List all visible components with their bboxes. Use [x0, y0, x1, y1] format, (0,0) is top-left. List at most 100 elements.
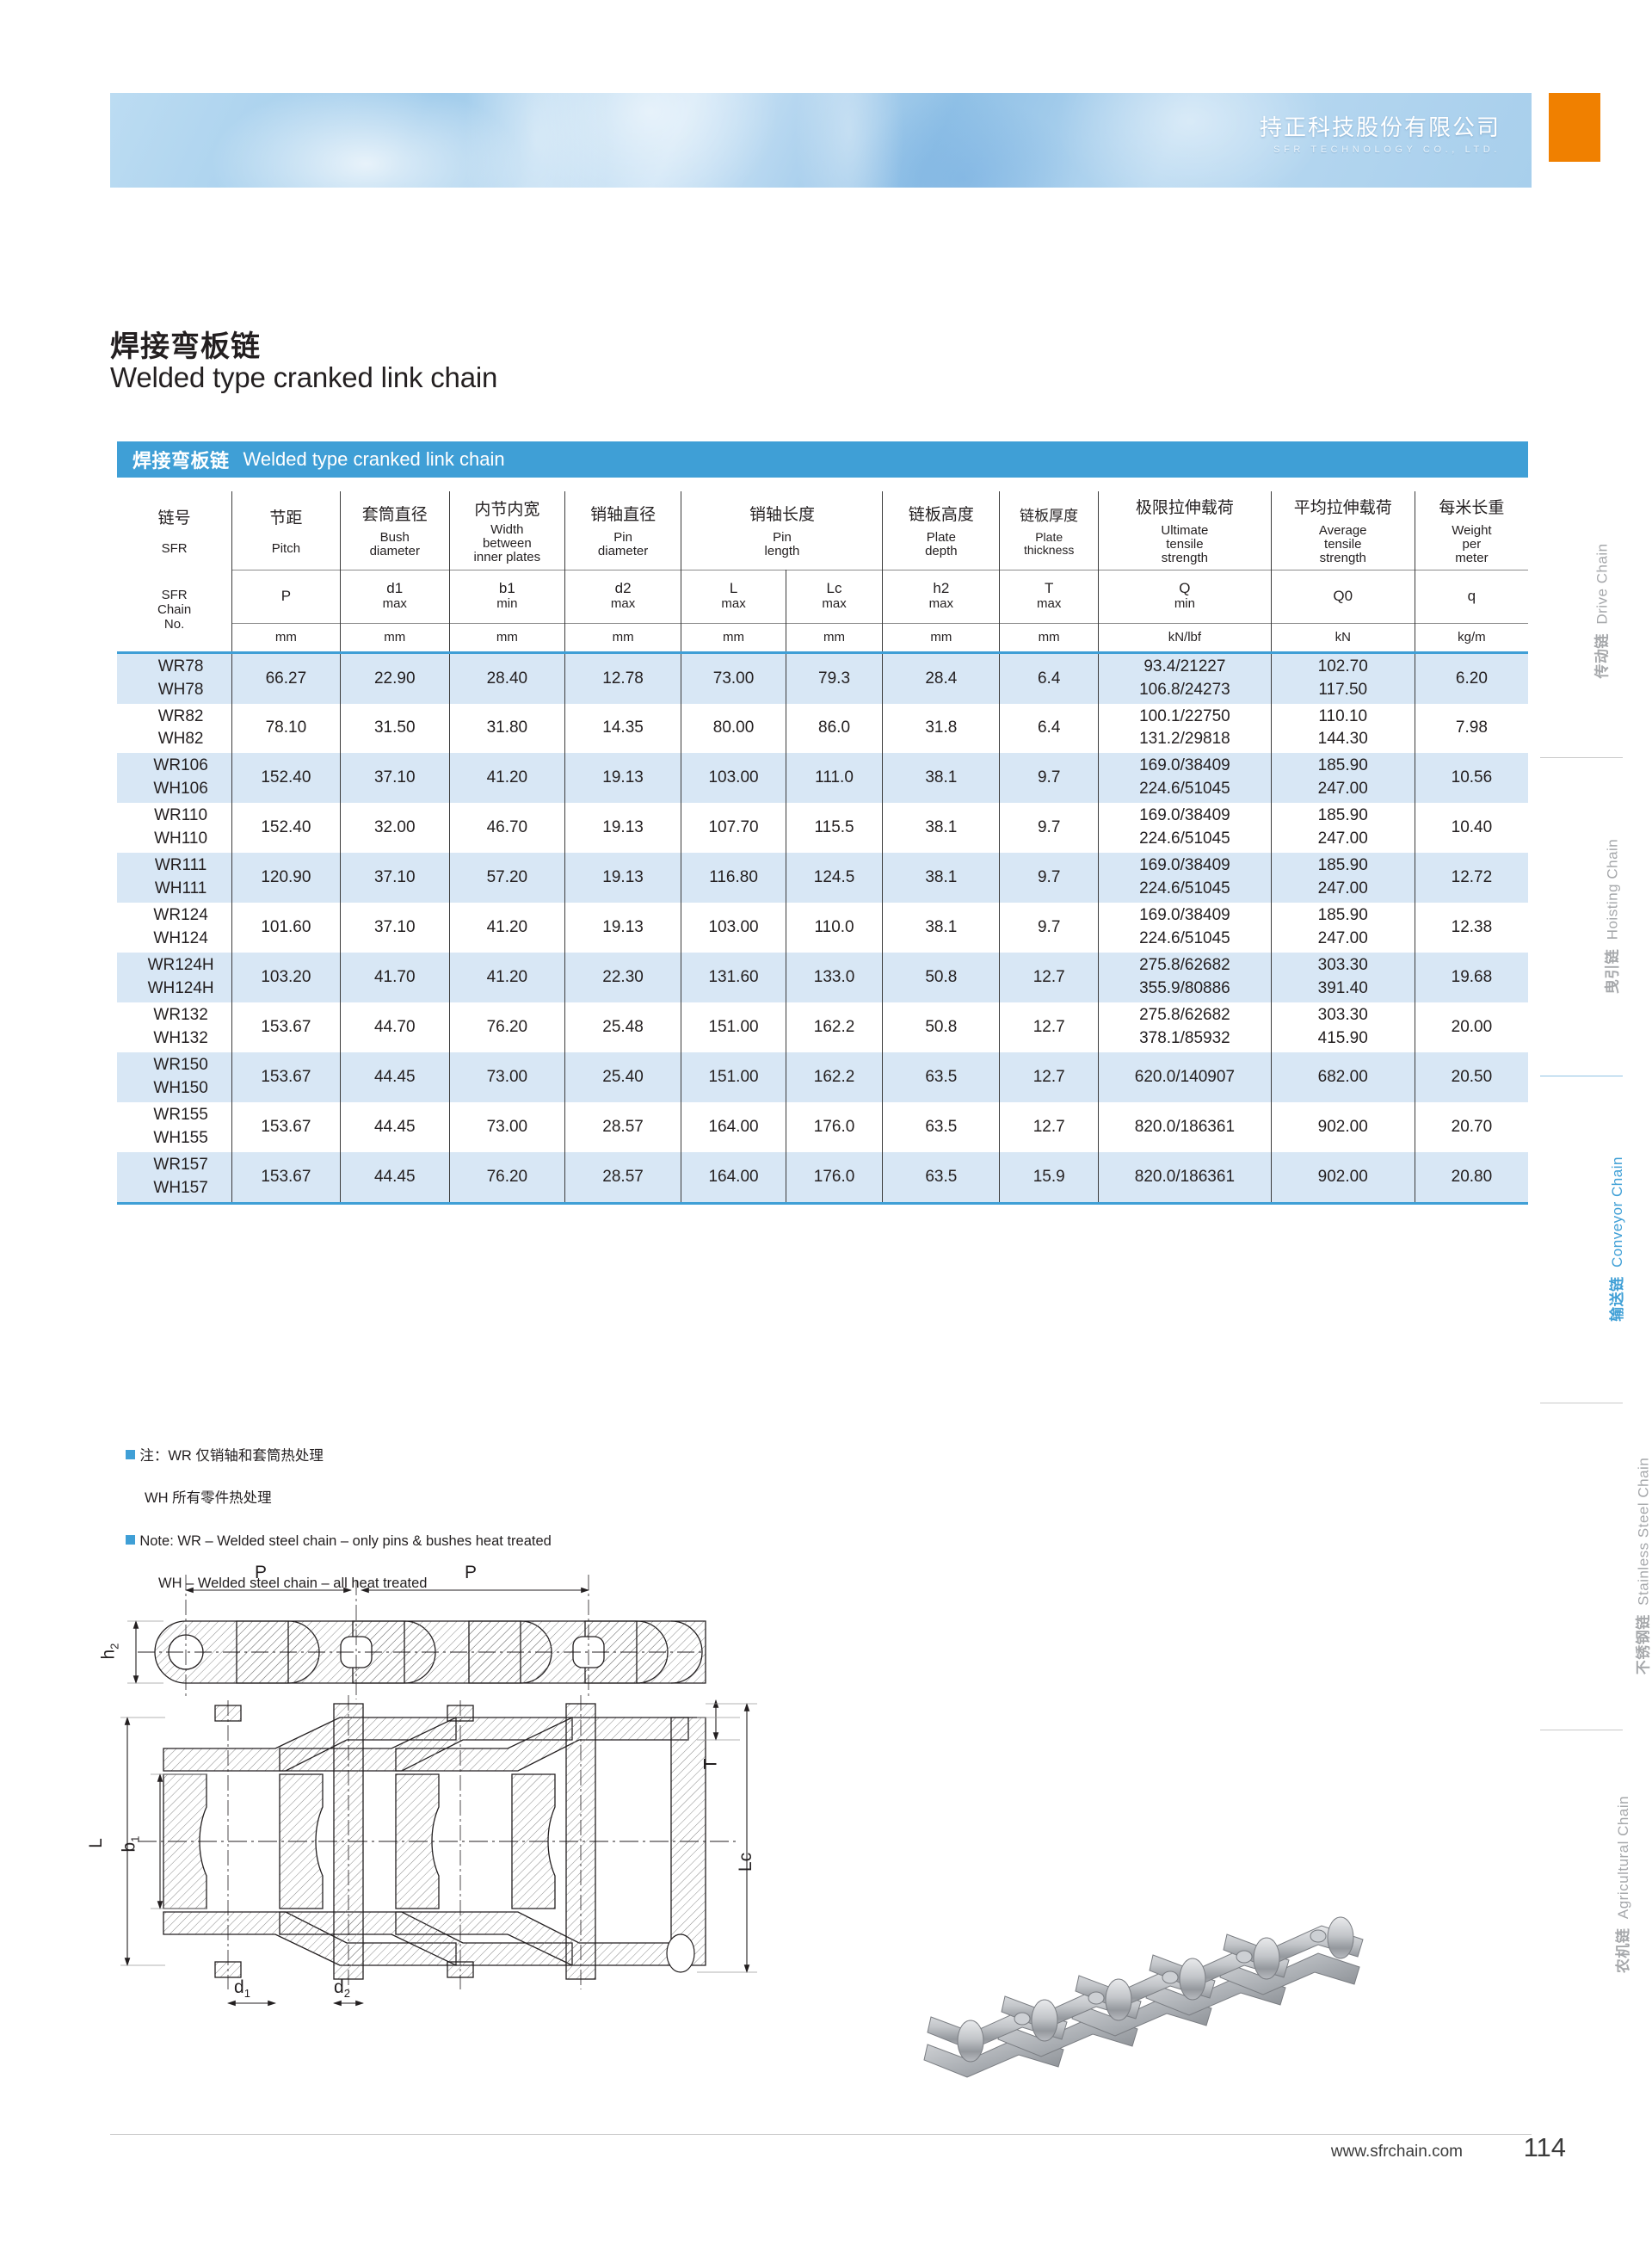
chain-name-wr: WR150	[153, 1056, 208, 1075]
chain-name-wr: WR106	[153, 756, 208, 775]
cell-h2: 50.8	[882, 953, 1001, 1003]
table-row: WR124H WH124H 103.20 41.70 41.20 22.30 131.60 1…	[117, 953, 1528, 1003]
cell-d1: 44.45	[339, 1151, 450, 1205]
footer-divider	[110, 2134, 1532, 2135]
chain-name-wh: WH110	[154, 829, 208, 848]
table-row: WR106 WH106 152.40 37.10 41.20 19.13 103.00 111…	[117, 753, 1528, 804]
cell-b1: 76.20	[448, 1002, 565, 1053]
chain-name-wr: WR110	[154, 806, 208, 825]
cell-b1: 41.20	[448, 953, 565, 1003]
value-q-wr: 169.0/38409	[1139, 806, 1230, 825]
cell-weight: 10.40	[1414, 803, 1528, 854]
cell-P: 152.40	[231, 753, 341, 804]
value-q-wh: 224.6/51045	[1139, 879, 1230, 898]
chain-name-wh: WH106	[153, 780, 208, 799]
cell-d1: 37.10	[339, 903, 450, 953]
value-q0-wh: 247.00	[1317, 879, 1368, 898]
cell-h2: 63.5	[882, 1151, 1001, 1205]
cell-d1: 44.45	[339, 1102, 450, 1152]
value-q0-wr: 303.30	[1317, 1006, 1368, 1025]
page-title-english: Welded type cranked link chain	[110, 361, 498, 393]
symbol-L: L max	[681, 569, 786, 624]
cell-h2: 28.4	[882, 651, 1001, 704]
symbol-d2: d2 max	[564, 569, 682, 624]
cell-ultimate-tensile: 275.8/62682 355.9/80886	[1098, 953, 1272, 1003]
cell-weight: 7.98	[1414, 703, 1528, 754]
unit-Q0: kN	[1270, 622, 1415, 653]
cell-chain-number: WR150 WH150	[117, 1052, 233, 1102]
value-q-wr: 169.0/38409	[1139, 756, 1230, 775]
cell-ultimate-tensile: 93.4/21227 106.8/24273	[1098, 651, 1272, 704]
value-q-wr: 169.0/38409	[1139, 856, 1230, 875]
sidebar-item-hoisting-chain[interactable]: 曳引链 Hoisting Chain	[1604, 838, 1621, 995]
cell-ultimate-tensile: 620.0/140907	[1098, 1052, 1272, 1102]
table-row: WR150 WH150 153.67 44.45 73.00 25.40 151.00 162…	[117, 1052, 1528, 1102]
value-q-wr: 169.0/38409	[1139, 906, 1230, 925]
cell-d2: 19.13	[564, 803, 682, 854]
sidebar-item-agricultural-chain[interactable]: 农机链 Agricultural Chain	[1615, 1795, 1632, 1974]
cell-weight: 12.72	[1414, 853, 1528, 903]
section-title-english: Welded type cranked link chain	[243, 448, 505, 470]
bullet-square-icon-2	[126, 1534, 136, 1545]
cell-average-tensile: 185.90 247.00	[1270, 853, 1415, 903]
bullet-square-icon	[126, 1449, 136, 1459]
value-q0-wh: 391.40	[1317, 979, 1368, 998]
table-header-row-names: 链号 SFR 节距 Pitch 套筒直径 Bush diameter 内节内宽 …	[117, 491, 1528, 570]
cell-ultimate-tensile: 169.0/38409 224.6/51045	[1098, 903, 1272, 953]
value-q-wh: 106.8/24273	[1139, 680, 1230, 699]
cell-chain-number: WR132 WH132	[117, 1002, 233, 1053]
unit-Lc: mm	[785, 622, 884, 653]
cell-ultimate-tensile: 169.0/38409 224.6/51045	[1098, 803, 1272, 854]
notes-block: 注：WR 仅销轴和套筒热处理 WH 所有零件热处理 Note: WR – Wel…	[110, 1424, 552, 1594]
cell-Lc: 162.2	[785, 1052, 884, 1102]
cell-P: 120.90	[231, 853, 341, 903]
cell-Lc: 111.0	[785, 753, 884, 804]
value-q-wr: 93.4/21227	[1143, 657, 1226, 675]
cell-L: 151.00	[681, 1052, 786, 1102]
dim-label-b1: b1	[119, 1835, 142, 1853]
chain-name-wh: WH82	[157, 730, 204, 749]
value-q-wh: 378.1/85932	[1139, 1029, 1230, 1048]
cell-h2: 38.1	[882, 903, 1001, 953]
header-cell-weight-per-meter: 每米长重 Weight per meter	[1414, 491, 1528, 570]
chain-name-wr: WR157	[153, 1155, 208, 1174]
value-q0-wr: 185.90	[1317, 756, 1368, 775]
table-header-row-symbols: SFR Chain No. P d1 max b1 min d2 max L m…	[117, 569, 1528, 653]
company-logo: 持正科技股份有限公司 SFR TECHNOLOGY CO., LTD.	[1260, 114, 1501, 155]
cell-chain-number: WR106 WH106	[117, 753, 233, 804]
sidebar-item-stainless-steel-chain[interactable]: 不锈钢链 Stainless Steel Chain	[1635, 1457, 1652, 1675]
page-title-chinese: 焊接弯板链	[110, 330, 261, 363]
unit-Q: kN/lbf	[1098, 622, 1272, 653]
header-cell-average-tensile: 平均拉伸载荷 Average tensile strength	[1270, 491, 1415, 570]
symbol-d1: d1 max	[339, 569, 450, 624]
header-banner: 持正科技股份有限公司 SFR TECHNOLOGY CO., LTD.	[110, 93, 1532, 188]
cell-L: 151.00	[681, 1002, 786, 1053]
cell-P: 153.67	[231, 1002, 341, 1053]
header-cell-chainno: 链号 SFR	[117, 491, 233, 570]
symbol-Q0: Q0	[1270, 569, 1415, 624]
cell-ultimate-tensile: 820.0/186361	[1098, 1102, 1272, 1152]
cell-T: 6.4	[999, 703, 1100, 754]
cell-L: 116.80	[681, 853, 786, 903]
unit-q: kg/m	[1414, 622, 1528, 653]
page-number: 114	[1523, 2132, 1566, 2162]
value-q0-wr: 185.90	[1317, 856, 1368, 875]
cell-L: 131.60	[681, 953, 786, 1003]
note-english-1: Note: WR – Welded steel chain – only pin…	[110, 1509, 552, 1573]
cell-chain-number: WR155 WH155	[117, 1102, 233, 1152]
cell-average-tensile: 682.00	[1270, 1052, 1415, 1102]
symbol-b1: b1 min	[448, 569, 565, 624]
sidebar-item-drive-chain[interactable]: 传动链 Drive Chain	[1593, 543, 1611, 679]
dim-label-h2: h2	[98, 1643, 121, 1660]
sidebar-item-conveyor-chain[interactable]: 输送链 Conveyor Chain	[1608, 1156, 1625, 1322]
chain-dimension-diagram	[120, 1575, 757, 2007]
symbol-Lc: Lc max	[785, 569, 884, 624]
cell-weight: 20.00	[1414, 1002, 1528, 1053]
cell-Lc: 162.2	[785, 1002, 884, 1053]
technical-drawing: P P h2 L b1 d1 d2 T Lc	[86, 1549, 1050, 2031]
footer-website-url[interactable]: www.sfrchain.com	[1330, 2143, 1463, 2161]
chain-name-wh: WH150	[153, 1079, 208, 1098]
product-photo	[912, 1833, 1437, 2091]
cell-b1: 73.00	[448, 1052, 565, 1102]
unit-L: mm	[681, 622, 786, 653]
